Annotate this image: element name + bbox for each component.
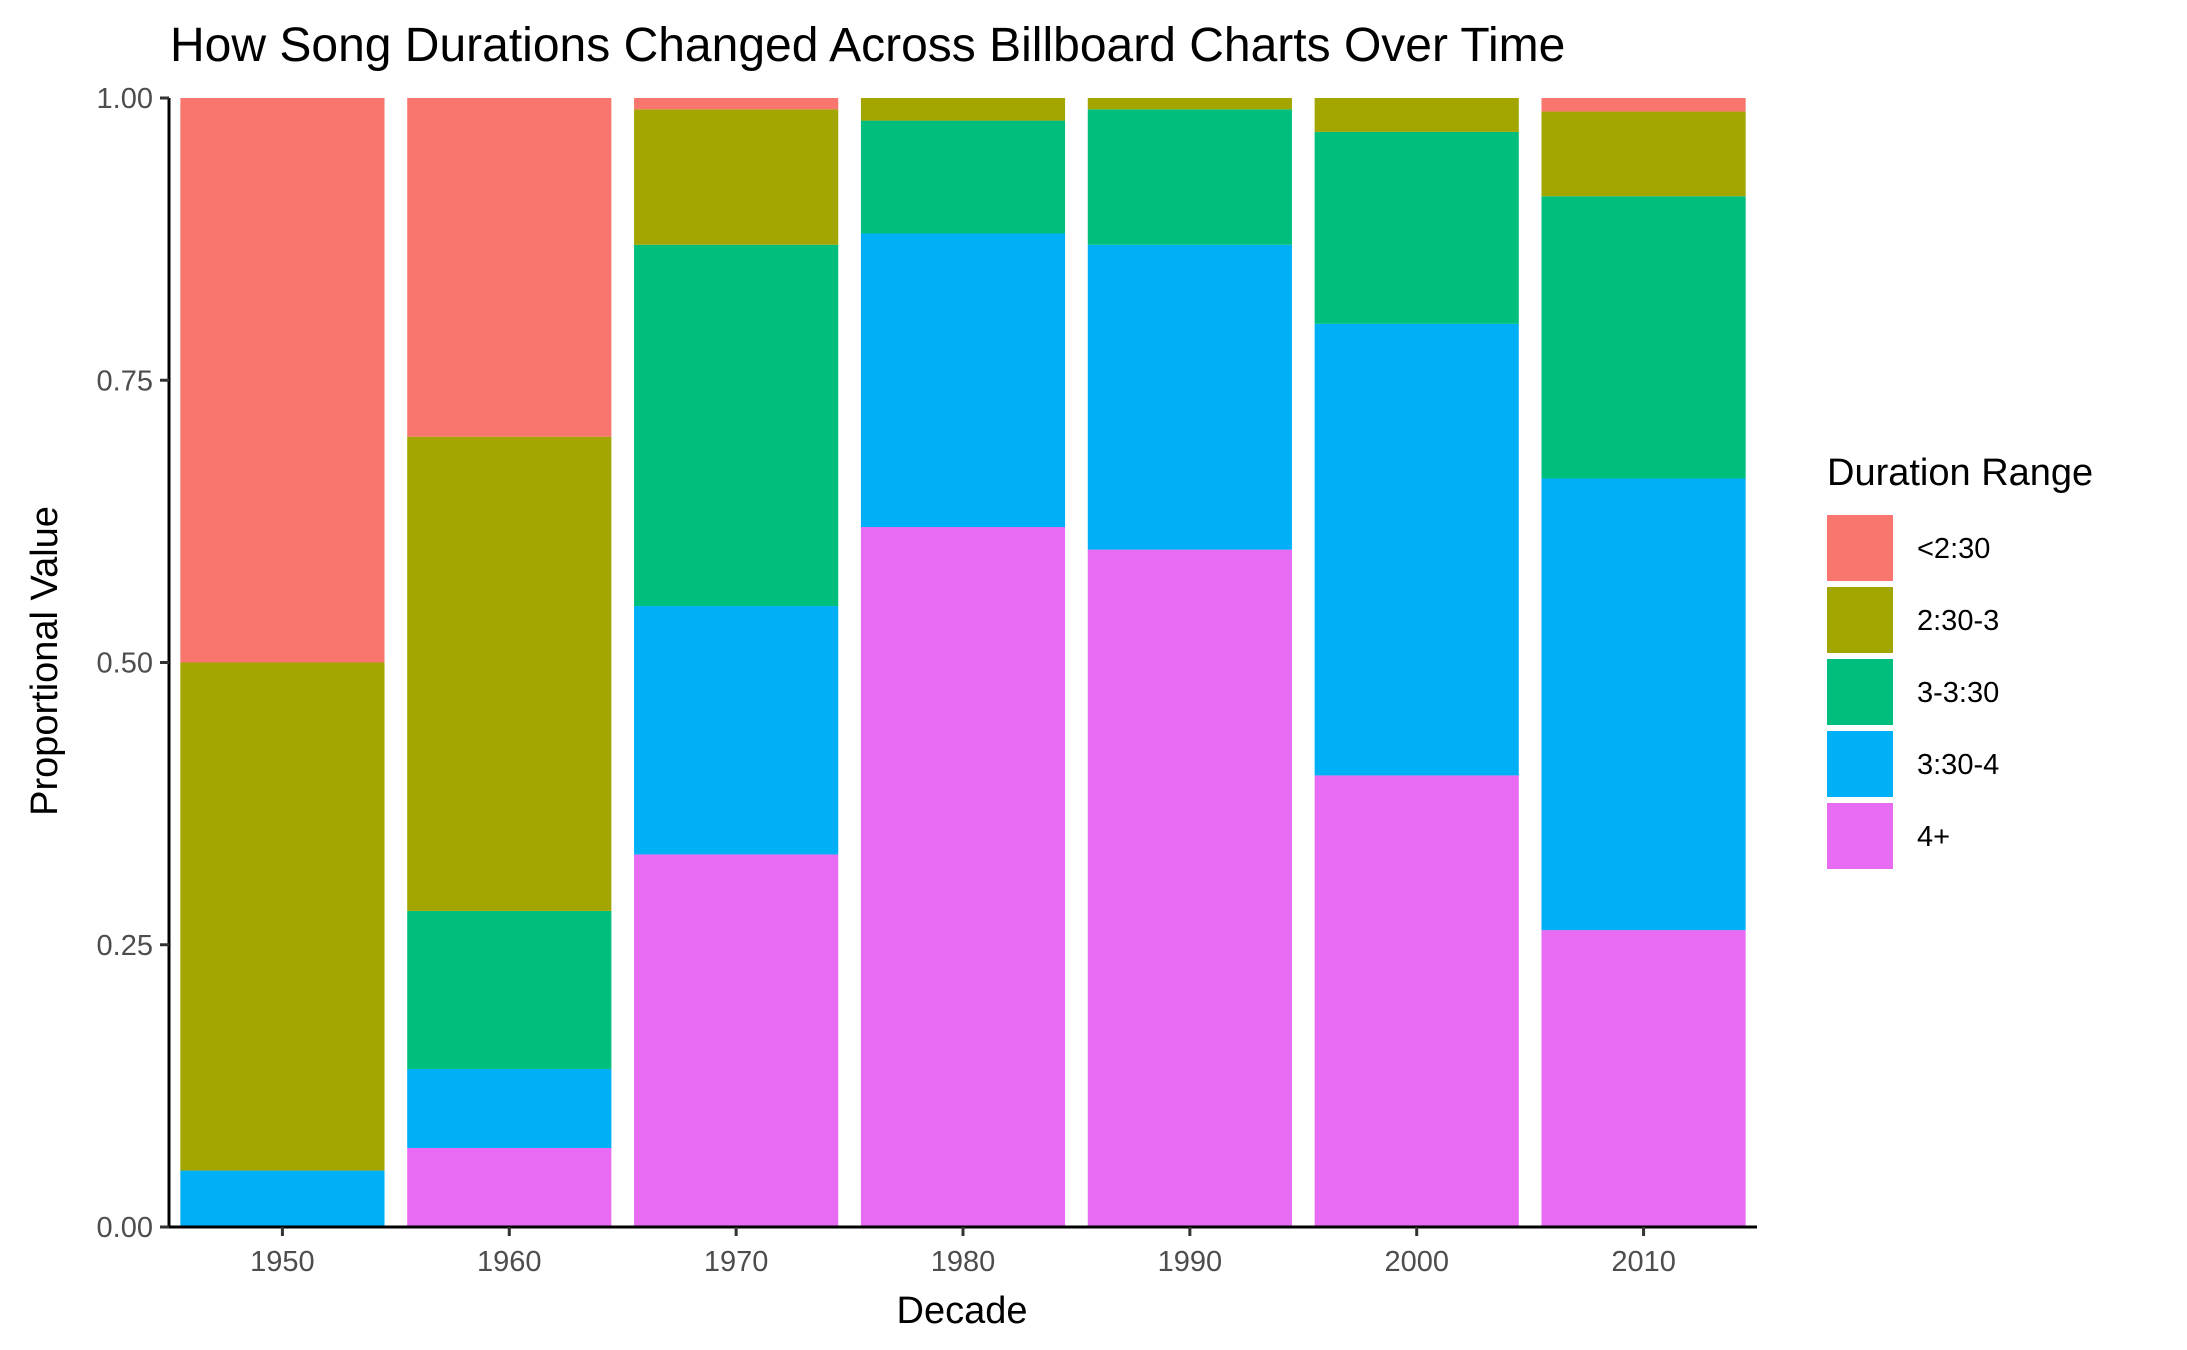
x-tick-label: 1980	[931, 1246, 996, 1278]
x-axis: 1950 1960 1970 1980 1990 2000 2010	[169, 1225, 1757, 1278]
bar-segment	[180, 1170, 385, 1227]
legend-items: <2:30 2:30-3 3-3:30 3:30-4 4+	[1827, 515, 1999, 869]
y-tick-label: 0.00	[97, 1212, 153, 1244]
y-tick-label: 1.00	[97, 83, 153, 115]
legend-label: 3-3:30	[1917, 677, 1999, 709]
bar-segment	[1541, 930, 1746, 1227]
bar-segment	[1541, 111, 1746, 197]
bar-segment	[634, 606, 839, 855]
x-tick-label: 1960	[477, 1246, 542, 1278]
legend-title: Duration Range	[1827, 452, 2093, 494]
bar-segment	[180, 662, 385, 1171]
bar-segment	[1087, 98, 1292, 110]
legend-label: 2:30-3	[1917, 605, 1999, 637]
bar-segment	[634, 854, 839, 1227]
bar-segment	[634, 98, 839, 110]
y-tick-label: 0.25	[97, 930, 153, 962]
bars-group	[180, 98, 1746, 1227]
bar-segment	[860, 233, 1066, 528]
bar-segment	[407, 1147, 612, 1227]
bar-segment	[1541, 196, 1746, 479]
bar-segment	[1314, 131, 1519, 324]
bar-segment	[407, 436, 612, 911]
bar-segment	[1087, 109, 1292, 245]
bar-segment	[407, 910, 612, 1069]
legend-key	[1827, 659, 1893, 725]
chart-title: How Song Durations Changed Across Billbo…	[170, 19, 1565, 72]
bar-segment	[860, 120, 1066, 234]
bar-segment	[1314, 98, 1519, 132]
bar-segment	[1541, 98, 1746, 112]
y-axis: 0.00 0.25 0.50 0.75 1.00	[97, 83, 171, 1244]
bar-segment	[634, 109, 839, 245]
x-tick-label: 1950	[250, 1246, 315, 1278]
x-tick-label: 2010	[1611, 1246, 1676, 1278]
bar-segment	[1314, 323, 1519, 776]
bar-segment	[1087, 549, 1292, 1227]
y-tick-label: 0.75	[97, 365, 153, 397]
x-tick-label: 1990	[1158, 1246, 1223, 1278]
legend-label: 4+	[1917, 821, 1950, 853]
legend-key	[1827, 803, 1893, 869]
legend: Duration Range <2:30 2:30-3 3-3:30 3:30-4 4+	[1827, 452, 2093, 869]
x-tick-label: 2000	[1384, 1246, 1449, 1278]
bar-segment	[407, 98, 612, 437]
bar-segment	[1541, 478, 1746, 931]
y-axis-title: Proportional Value	[24, 506, 66, 816]
legend-label: 3:30-4	[1917, 749, 1999, 781]
y-tick-label: 0.50	[97, 648, 153, 680]
bar-segment	[180, 98, 385, 663]
legend-key	[1827, 515, 1893, 581]
legend-key	[1827, 731, 1893, 797]
bar-segment	[860, 527, 1066, 1227]
legend-label: <2:30	[1917, 533, 1990, 565]
bar-segment	[407, 1068, 612, 1148]
bar-segment	[634, 244, 839, 607]
x-tick-label: 1970	[704, 1246, 769, 1278]
bar-segment	[1314, 775, 1519, 1227]
x-axis-title: Decade	[897, 1290, 1028, 1332]
bar-segment	[1087, 244, 1292, 550]
bar-segment	[860, 98, 1066, 121]
legend-key	[1827, 587, 1893, 653]
